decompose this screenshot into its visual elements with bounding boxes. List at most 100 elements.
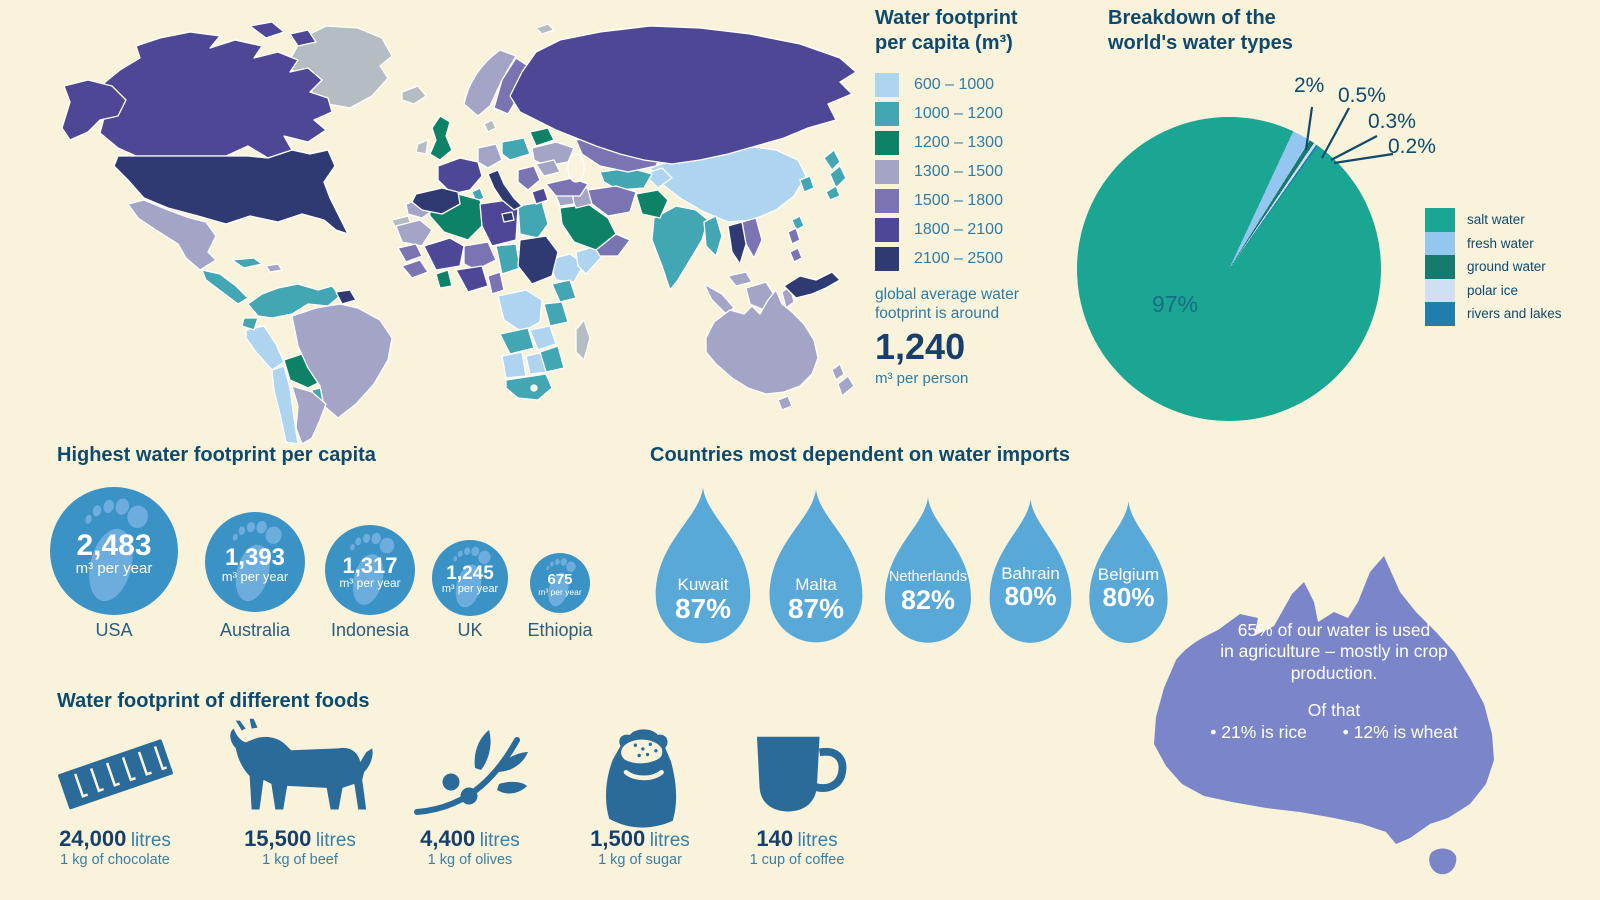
food-value-unit: litres <box>797 830 838 851</box>
australia-bullet-wheat: • 12% is wheat <box>1342 722 1458 742</box>
import-value: 80% <box>1004 581 1057 612</box>
import-value: 87% <box>787 592 845 624</box>
pie-callout-05: 0.5% <box>1338 84 1386 107</box>
pie-swatch-fresh-water <box>1425 231 1455 255</box>
import-country: Malta <box>795 575 837 595</box>
legend-swatch-1200-1300 <box>875 130 899 155</box>
legend-row: 1300 – 1500 <box>875 157 1090 186</box>
legend-swatch-1000-1200 <box>875 101 899 126</box>
pie-label-97: 97% <box>1152 291 1199 317</box>
cow-icon <box>230 718 373 810</box>
map-region-bin7 <box>113 149 841 305</box>
import-value: 87% <box>674 592 732 624</box>
chocolate-bar-icon <box>58 739 173 810</box>
footprint-unit: m³ per year <box>75 560 153 578</box>
pie-legend-row: fresh water <box>1425 231 1562 255</box>
pie-swatch-rivers-lakes <box>1425 302 1455 326</box>
pie-leader-lines <box>1304 106 1394 165</box>
footprint-value: 675 <box>547 570 573 588</box>
footprint-unit: m³ per year <box>221 568 289 584</box>
legend-swatch-600-1000 <box>875 72 899 97</box>
footprint-country-ethiopia: Ethiopia <box>527 620 593 640</box>
australia-text-bullets: • 21% is rice • 12% is wheat <box>1148 722 1520 743</box>
footprint-circle-uk: 1,245 m³ per year <box>432 540 508 616</box>
food-value-beef: 15,500 litres <box>215 826 385 852</box>
water-drop-icon <box>769 489 863 643</box>
import-value: 82% <box>900 584 956 615</box>
pie-legend: salt water fresh water ground water pola… <box>1425 208 1562 326</box>
footprint-icon <box>85 498 149 602</box>
pie-swatch-polar-ice <box>1425 278 1455 302</box>
import-country: Kuwait <box>677 574 729 594</box>
map-region-bin6 <box>61 21 857 293</box>
legend-swatch-2100-2500 <box>875 246 899 271</box>
import-value: 80% <box>1102 582 1155 613</box>
legend-row: 1800 – 2100 <box>875 215 1090 244</box>
food-value-unit: litres <box>649 830 690 851</box>
legend-label: 2100 – 2500 <box>914 249 1003 267</box>
pie-legend-label: ground water <box>1467 259 1546 275</box>
food-value-coffee: 140 litres <box>712 826 882 852</box>
legend-label: 1800 – 2100 <box>914 220 1003 238</box>
global-average-unit: m³ per person <box>875 369 969 387</box>
water-types-pie <box>1077 117 1381 421</box>
pie-callout-2: 2% <box>1294 74 1325 97</box>
map-legend: Water footprint per capita (m³) 600 – 10… <box>875 6 1090 387</box>
footprint-icon <box>349 533 395 606</box>
food-value-chocolate: 24,000 litres <box>30 826 200 852</box>
australia-figure: 65% of our water is used in agriculture … <box>1148 552 1520 887</box>
pie-legend-label: salt water <box>1467 212 1525 228</box>
pie-legend-row: salt water <box>1425 208 1562 232</box>
legend-swatch-1500-1800 <box>875 188 899 213</box>
map-legend-title: Water footprint per capita (m³) <box>875 7 1018 54</box>
footprint-country-usa: USA <box>95 620 133 640</box>
food-label-sugar: 1 kg of sugar <box>598 852 682 868</box>
footprint-icon <box>546 558 576 607</box>
import-drop-netherlands: Netherlands 82% <box>878 495 978 650</box>
food-label-chocolate: 1 kg of chocolate <box>60 852 170 868</box>
australia-bullet-rice: • 21% is rice <box>1210 722 1307 742</box>
food-value-sugar: 1,500 litres <box>555 826 725 852</box>
footprint-icon <box>232 520 282 602</box>
water-drop-icon <box>989 499 1072 643</box>
legend-row: 1000 – 1200 <box>875 99 1090 128</box>
legend-label: 1000 – 1200 <box>914 104 1003 122</box>
footprint-circle-australia: 1,393 m³ per year <box>205 512 305 612</box>
footprint-value: 1,393 <box>224 543 286 571</box>
import-drop-malta: Malta 87% <box>762 487 870 650</box>
footprint-circle-usa: 2,483 m³ per year <box>50 487 178 615</box>
pie-legend-row: rivers and lakes <box>1425 302 1562 326</box>
legend-row: 1500 – 1800 <box>875 186 1090 215</box>
food-value-number: 4,400 <box>420 826 476 851</box>
footprint-unit: m³ per year <box>339 576 401 591</box>
footprint-country-uk: UK <box>457 620 483 640</box>
legend-swatch-1300-1500 <box>875 159 899 184</box>
pie-callout-03: 0.3% <box>1368 110 1416 133</box>
pie-legend-label: rivers and lakes <box>1467 306 1562 322</box>
food-value-number: 140 <box>756 826 794 851</box>
pie-title: Breakdown of the world's water types <box>1108 7 1293 54</box>
import-drop-bahrain: Bahrain 80% <box>983 497 1078 650</box>
food-value-unit: litres <box>130 830 171 851</box>
foods-title: Water footprint of different foods <box>57 690 370 712</box>
water-drop-icon <box>655 487 751 644</box>
food-value-olives: 4,400 litres <box>385 826 555 852</box>
pie-callout-02: 0.2% <box>1388 135 1436 158</box>
food-label-beef: 1 kg of beef <box>262 852 338 868</box>
footprints-title: Highest water footprint per capita <box>57 444 376 466</box>
import-drop-kuwait: Kuwait 87% <box>648 485 758 651</box>
footprint-unit: m³ per year <box>441 582 499 595</box>
legend-row: 600 – 1000 <box>875 70 1090 99</box>
food-label-coffee: 1 cup of coffee <box>749 852 845 868</box>
map-caspian-sea <box>530 153 585 392</box>
global-average-note: global average water footprint is around <box>875 286 1019 323</box>
legend-label: 1200 – 1300 <box>914 133 1003 151</box>
legend-swatch-1800-2100 <box>875 217 899 242</box>
coffee-mug-icon <box>756 736 847 812</box>
australia-text-ofthat: Of that <box>1307 700 1361 720</box>
pie-legend-row: ground water <box>1425 255 1562 279</box>
footprint-unit: m³ per year <box>538 586 582 597</box>
legend-label: 1500 – 1800 <box>914 191 1003 209</box>
food-value-number: 15,500 <box>244 826 312 851</box>
